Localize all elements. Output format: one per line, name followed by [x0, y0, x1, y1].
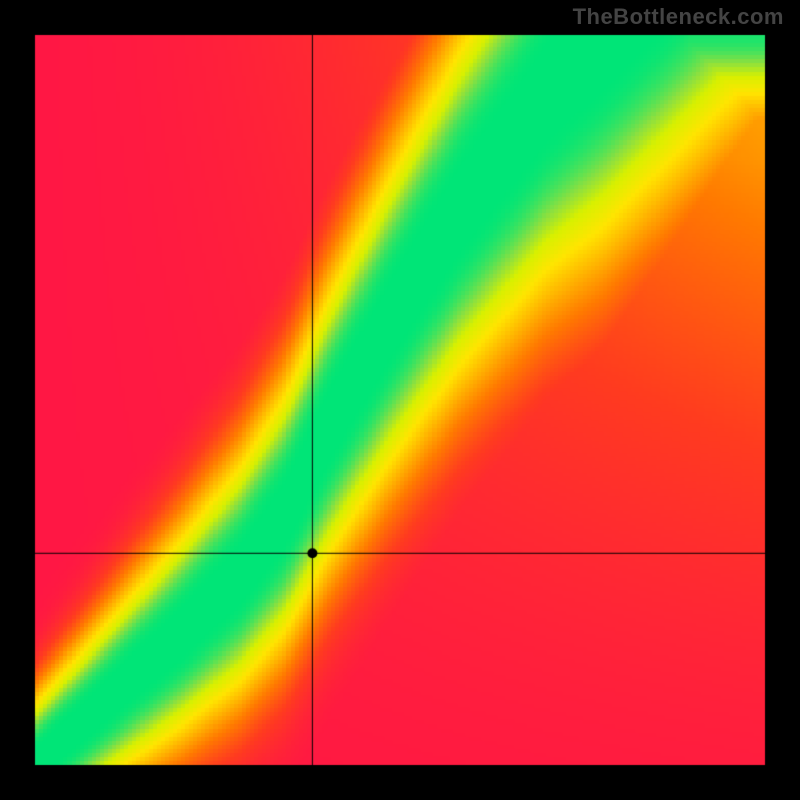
- chart-container: TheBottleneck.com: [0, 0, 800, 800]
- heatmap-canvas: [0, 0, 800, 800]
- watermark-text: TheBottleneck.com: [573, 4, 784, 30]
